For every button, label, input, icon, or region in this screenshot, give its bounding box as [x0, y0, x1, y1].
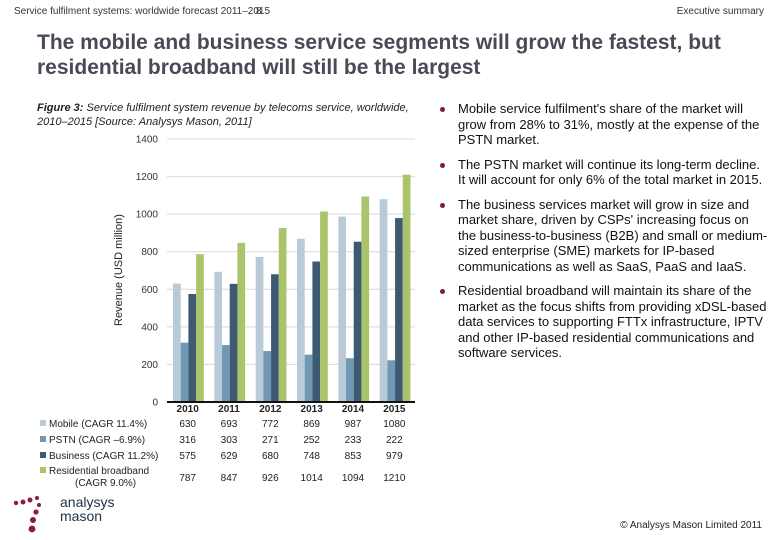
bar	[304, 354, 313, 402]
table-cell: 680	[261, 451, 279, 462]
table-cell: 987	[344, 419, 362, 430]
table-cell: 303	[220, 435, 238, 446]
copyright-notice: © Analysys Mason Limited 2011	[620, 520, 762, 531]
bar	[229, 283, 238, 402]
chart-bars	[173, 174, 411, 402]
table-cell: 979	[385, 451, 403, 462]
legend-label: PSTN (CAGR –6.9%)	[49, 435, 146, 446]
y-tick-label: 1000	[136, 210, 159, 221]
y-tick-label: 1400	[136, 135, 159, 146]
legend-swatch	[40, 436, 46, 442]
y-axis-label: Revenue (USD million)	[113, 214, 125, 326]
bar	[312, 261, 321, 402]
bullet-list: Mobile service fulfilment's share of the…	[440, 101, 770, 370]
figure-caption-text: Service fulfilment system revenue by tel…	[37, 102, 409, 128]
chart-gridlines	[167, 138, 415, 365]
table-cell: 271	[261, 435, 279, 446]
bar	[173, 283, 181, 402]
table-cell: 787	[179, 473, 196, 484]
x-tick-label: 2013	[300, 404, 323, 415]
bullet-dot-icon	[440, 289, 445, 294]
x-tick-label: 2015	[383, 404, 406, 415]
table-cell: 629	[220, 451, 238, 462]
figure-label: Figure 3:	[37, 102, 84, 114]
legend-swatch	[40, 467, 46, 473]
table-cell: 693	[220, 419, 238, 430]
logo-dots-icon	[13, 496, 41, 533]
company-logo: analysys mason	[12, 495, 122, 535]
bar	[196, 254, 204, 402]
legend-entry: Residential broadband (CAGR 9.0%)	[40, 466, 149, 490]
bullet-item: Mobile service fulfilment's share of the…	[440, 101, 770, 148]
bullet-item: Residential broadband will maintain its …	[440, 283, 770, 361]
legend-swatch	[40, 420, 46, 426]
bar	[237, 242, 246, 402]
y-tick-label: 200	[141, 360, 158, 371]
y-tick-label: 400	[141, 322, 158, 333]
table-cell: 772	[261, 419, 279, 430]
header-document-title: Service fulfilment systems: worldwide fo…	[14, 6, 271, 17]
table-cell: 1210	[383, 473, 406, 484]
table-cell: 1014	[300, 473, 323, 484]
bar	[188, 293, 197, 402]
bullet-item: The business services market will grow i…	[440, 197, 770, 275]
table-cell: 853	[344, 451, 362, 462]
bar	[395, 218, 403, 402]
page-title: The mobile and business service segments…	[37, 31, 721, 79]
table-cell: 575	[179, 451, 196, 462]
bullet-item: The PSTN market will continue its long-t…	[440, 157, 770, 188]
bullet-dot-icon	[440, 162, 445, 168]
bar	[379, 199, 388, 402]
table-cell: 233	[344, 435, 362, 446]
header-page-number: 8	[256, 6, 262, 17]
table-cell: 222	[385, 435, 403, 446]
x-tick-label: 2014	[341, 404, 365, 415]
table-cell: 252	[303, 435, 320, 446]
legend-label: Mobile (CAGR 11.4%)	[49, 419, 148, 430]
bar	[361, 196, 370, 402]
legend-swatch	[40, 452, 46, 458]
bar	[320, 211, 328, 402]
y-tick-label: 1200	[136, 172, 159, 183]
bar	[180, 342, 189, 402]
bar	[297, 238, 305, 402]
bar	[255, 256, 264, 402]
legend-entry: PSTN (CAGR –6.9%)	[40, 435, 145, 446]
bullet-dot-icon	[440, 107, 445, 112]
bar	[387, 360, 396, 402]
x-tick-label: 2012	[259, 404, 282, 415]
figure-caption: Figure 3: Service fulfilment system reve…	[37, 101, 417, 129]
bar	[271, 274, 279, 402]
legend-entry: Business (CAGR 11.2%)	[40, 451, 158, 462]
bullet-dot-icon	[440, 202, 445, 208]
x-tick-label: 2010	[176, 404, 199, 415]
table-cell: 630	[179, 419, 196, 430]
bar	[278, 228, 287, 402]
legend-entry: Mobile (CAGR 11.4%)	[40, 419, 147, 430]
bar	[222, 345, 230, 402]
table-cell: 847	[220, 473, 238, 484]
bar	[263, 351, 272, 402]
table-cell: 926	[261, 473, 279, 484]
bar	[353, 241, 362, 402]
table-cell: 316	[179, 435, 196, 446]
bar	[346, 358, 354, 402]
table-cell: 1094	[341, 473, 365, 484]
y-tick-label: 0	[152, 398, 158, 409]
bar	[402, 174, 411, 402]
table-cell: 748	[303, 451, 320, 462]
legend-label: Business (CAGR 11.2%)	[49, 451, 159, 462]
x-tick-label: 2011	[218, 404, 240, 415]
bar	[338, 216, 347, 402]
bar	[214, 271, 223, 402]
header-section-name: Executive summary	[676, 6, 764, 17]
y-tick-label: 600	[141, 285, 158, 296]
table-cell: 869	[303, 419, 320, 430]
logo-wordmark: analysys mason	[60, 494, 115, 524]
table-cell: 1080	[383, 419, 406, 430]
y-axis-ticks: 0 200 400 600 800 1000 1200 1400	[136, 135, 159, 409]
legend-label: Residential broadband (CAGR 9.0%)	[49, 466, 150, 489]
y-tick-label: 800	[141, 247, 158, 258]
